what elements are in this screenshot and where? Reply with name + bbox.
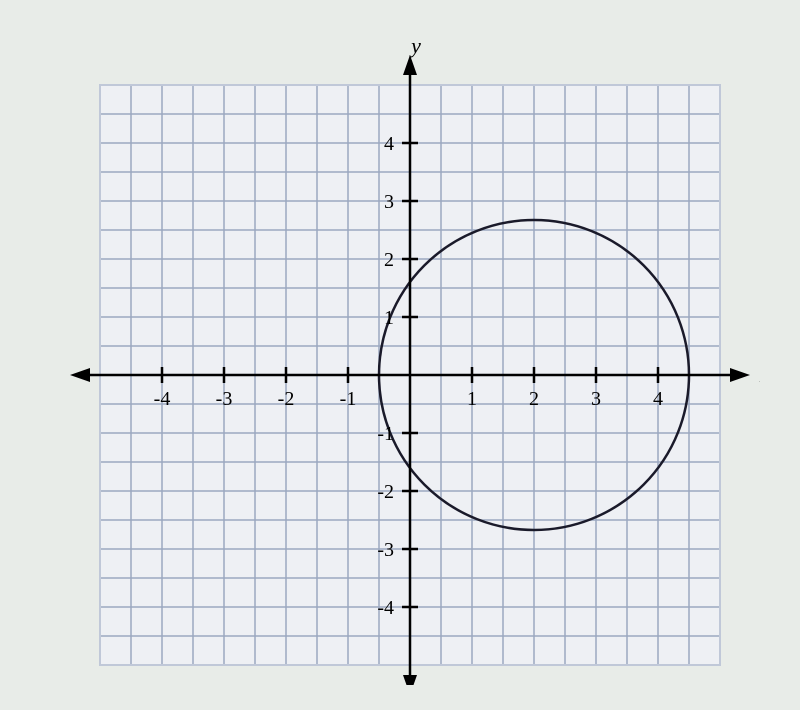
x-tick-label: -3: [216, 388, 233, 410]
x-tick-label: -2: [278, 388, 295, 410]
y-tick-label: 2: [384, 249, 394, 271]
y-tick-label: -1: [377, 423, 394, 445]
x-tick-label: -1: [340, 388, 357, 410]
y-tick-label: 3: [384, 191, 394, 213]
y-tick-label: -3: [377, 539, 394, 561]
x-tick-label: -4: [154, 388, 171, 410]
y-axis-label: y: [409, 33, 421, 58]
x-tick-label: 4: [653, 388, 663, 410]
x-tick-label: 1: [467, 388, 477, 410]
y-tick-label: -4: [377, 597, 394, 619]
chart-svg: -4 -3 -2 -1 1 2 3 4 x -4 -3 -2 -1 1 2 3 4 y: [40, 25, 760, 685]
y-tick-label: 4: [384, 133, 394, 155]
y-tick-label: 1: [384, 307, 394, 329]
x-axis-label: x: [759, 362, 760, 387]
x-tick-label: 3: [591, 388, 601, 410]
x-tick-label: 2: [529, 388, 539, 410]
coordinate-plane-chart: -4 -3 -2 -1 1 2 3 4 x -4 -3 -2 -1 1 2 3 4 y: [40, 25, 760, 685]
y-tick-label: -2: [377, 481, 394, 503]
